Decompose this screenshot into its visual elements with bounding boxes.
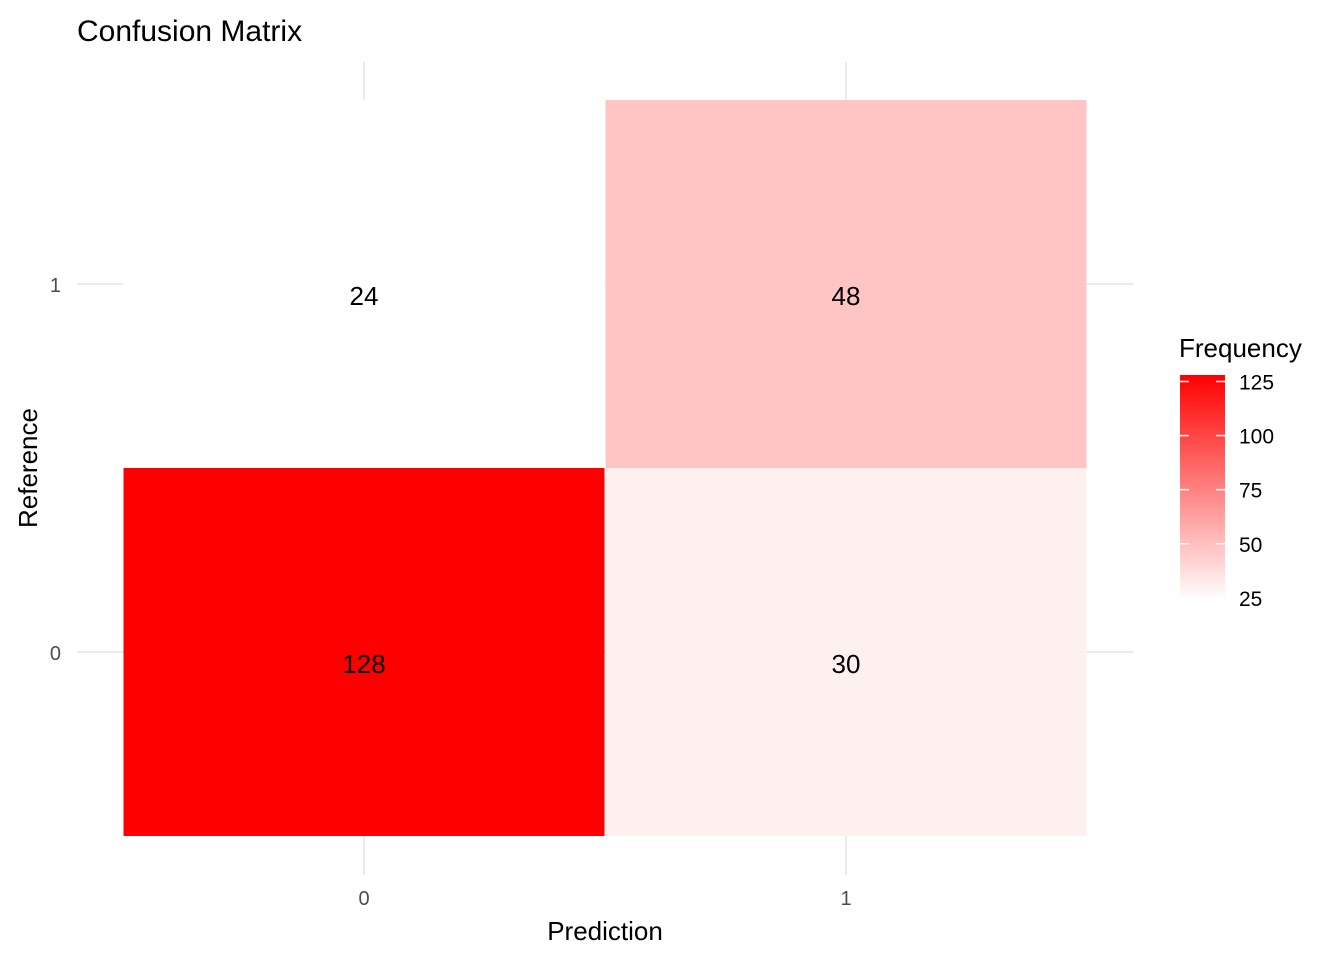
y-axis-ticks: 01 xyxy=(50,275,61,665)
cell-value-labels: 128 30 24 48 xyxy=(342,281,860,679)
legend-title: Frequency xyxy=(1179,333,1302,363)
heatmap-cell xyxy=(605,468,1087,836)
cell-value-label: 128 xyxy=(342,649,385,679)
chart-title: Confusion Matrix xyxy=(77,15,302,48)
x-tick-label: 0 xyxy=(358,888,369,910)
x-axis-label: Prediction xyxy=(547,916,663,946)
cell-value-label: 30 xyxy=(832,649,861,679)
y-tick-label: 1 xyxy=(50,275,61,297)
legend-tick-label: 100 xyxy=(1239,426,1274,449)
legend-ticks: 25 50 75 100 125 xyxy=(1180,371,1274,611)
legend-colorbar xyxy=(1180,375,1225,600)
legend-tick-label: 125 xyxy=(1239,371,1274,394)
legend-tick-label: 75 xyxy=(1239,480,1262,503)
heatmap-cell xyxy=(605,100,1087,468)
cell-value-label: 48 xyxy=(832,281,861,311)
legend-tick-label: 25 xyxy=(1239,588,1262,611)
heatmap-cell xyxy=(123,468,605,836)
legend-tick-label: 50 xyxy=(1239,534,1262,557)
cell-value-label: 24 xyxy=(350,281,379,311)
color-legend: Frequency 25 50 75 100 125 xyxy=(1179,333,1302,611)
y-tick-label: 0 xyxy=(50,643,61,665)
heatmap-cells xyxy=(123,100,1087,836)
y-axis-label: Reference xyxy=(13,408,43,528)
x-tick-label: 1 xyxy=(840,888,851,910)
heatmap-cell xyxy=(123,100,605,468)
